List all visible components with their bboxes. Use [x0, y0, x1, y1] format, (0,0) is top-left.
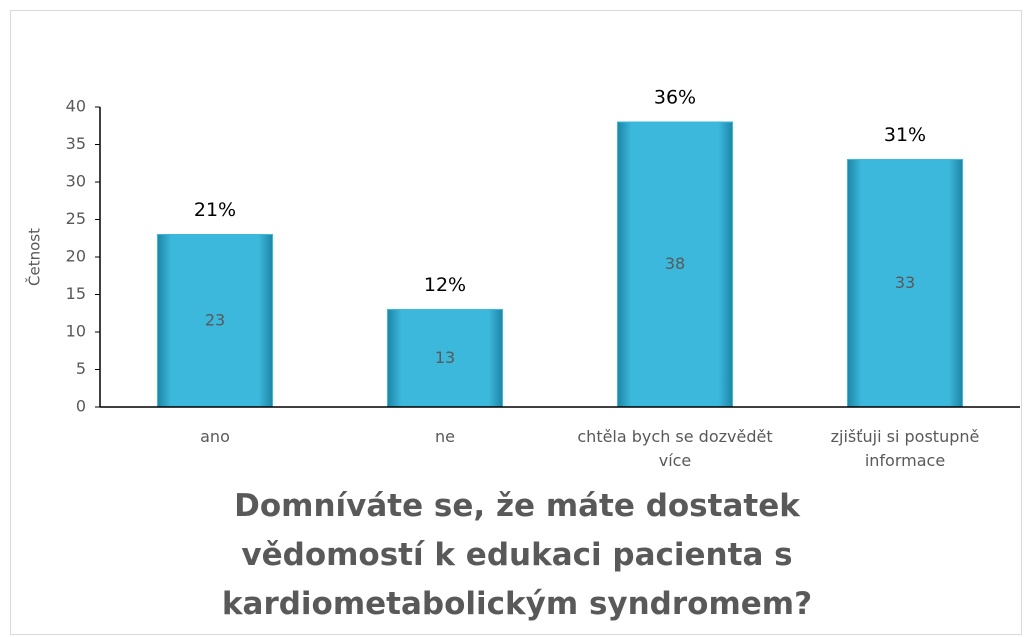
- value-label: 13: [435, 348, 455, 367]
- y-tick-label: 40: [66, 97, 86, 116]
- y-tick-label: 0: [76, 397, 86, 416]
- value-label: 38: [665, 254, 685, 273]
- y-tick-label: 30: [66, 172, 86, 191]
- percent-label: 31%: [884, 124, 926, 146]
- chart-frame: [10, 10, 1022, 635]
- percent-label: 12%: [424, 274, 466, 296]
- y-tick-label: 20: [66, 247, 86, 266]
- chart-title: Domníváte se, že máte dostatek vědomostí…: [221, 488, 813, 622]
- bar: [387, 309, 503, 408]
- bar: [847, 159, 963, 408]
- y-tick-label: 15: [66, 284, 86, 303]
- percent-label: 36%: [654, 87, 696, 109]
- x-tick-label: ne: [435, 427, 455, 446]
- value-label: 33: [895, 273, 915, 292]
- y-axis-label: Četnost: [25, 228, 44, 286]
- percent-label: 21%: [194, 199, 236, 221]
- y-tick-label: 25: [66, 209, 86, 228]
- y-tick-label: 35: [66, 134, 86, 153]
- x-tick-label: chtěla bych se dozvědět více: [577, 427, 773, 470]
- y-tick-label: 5: [76, 359, 86, 378]
- bar: [157, 234, 273, 408]
- x-tick-label: ano: [200, 427, 230, 446]
- y-tick-label: 10: [66, 322, 86, 341]
- value-label: 23: [205, 310, 225, 329]
- x-tick-label: zjišťuji si postupně informace: [830, 427, 980, 470]
